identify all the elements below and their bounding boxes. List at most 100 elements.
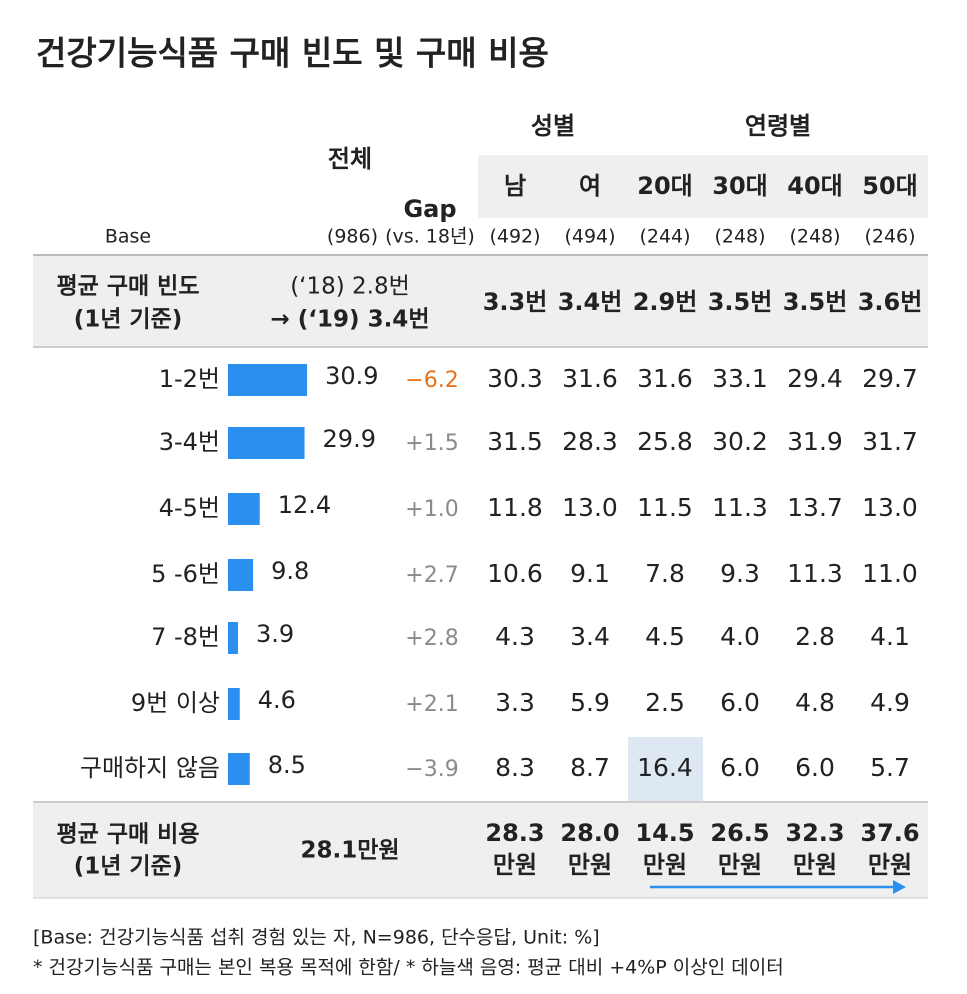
row-label: (1년 기준) — [74, 854, 183, 880]
cell: 9.3 — [720, 559, 760, 588]
row-label: 5 -6번 — [151, 560, 220, 588]
cell: 16.4 — [637, 753, 693, 782]
cost-cell: 14.5 — [635, 819, 694, 847]
cell: 13.0 — [862, 493, 918, 522]
base-n: (246) — [864, 226, 915, 248]
total-cell: (‘18) 2.8번 — [290, 274, 410, 300]
freq-cell: 3.6번 — [858, 288, 923, 316]
freq-cell: 2.9번 — [633, 288, 698, 316]
cell: 31.5 — [487, 427, 543, 456]
total-value: 8.5 — [268, 751, 306, 779]
cell: 11.8 — [487, 493, 543, 522]
total-value: 29.9 — [323, 425, 376, 453]
cell: 31.6 — [562, 364, 618, 393]
header: Gap — [403, 195, 456, 223]
cost-cell: 32.3 — [785, 819, 844, 847]
freq-cell: 3.5번 — [708, 288, 773, 316]
gap-value: −6.2 — [405, 368, 458, 393]
base-n: (248) — [789, 226, 840, 248]
bar — [228, 427, 305, 459]
cost-cell: 만원 — [718, 851, 762, 879]
cost-cell: 만원 — [793, 851, 837, 879]
cell: 4.3 — [495, 622, 535, 651]
cell: 4.9 — [870, 688, 910, 717]
base-n: (986) — [327, 226, 378, 248]
cost-cell: 28.3 — [485, 819, 544, 847]
cost-cell: 28.0 — [560, 819, 619, 847]
row-label: 평균 구매 비용 — [57, 822, 200, 848]
cost-cell: 37.6 — [860, 819, 919, 847]
cell: 6.0 — [795, 753, 835, 782]
cell: 4.8 — [795, 688, 835, 717]
header: 성별 — [531, 112, 575, 140]
cost-band — [33, 802, 928, 898]
base-n: (244) — [639, 226, 690, 248]
row-label: 7 -8번 — [151, 623, 220, 651]
total-cell: 28.1만원 — [300, 838, 399, 864]
cell: 31.7 — [862, 427, 918, 456]
row-label: 1-2번 — [159, 365, 220, 393]
total-value: 4.6 — [258, 686, 296, 714]
cell: 3.4 — [570, 622, 610, 651]
row-label: 구매하지 않음 — [80, 754, 220, 782]
total-cell: → (‘19) 3.4번 — [271, 307, 430, 333]
footnote: * 건강기능식품 구매는 본인 복용 목적에 한함/ * 하늘색 음영: 평균 … — [33, 957, 784, 979]
cell: 29.7 — [862, 364, 918, 393]
row-label: 평균 구매 빈도 — [57, 274, 200, 300]
row-label: 4-5번 — [159, 494, 220, 522]
cell: 13.7 — [787, 493, 843, 522]
cell: 28.3 — [562, 427, 618, 456]
bar — [228, 559, 254, 591]
bar — [228, 753, 250, 785]
column-header: 20대 — [637, 172, 692, 200]
cell: 29.4 — [787, 364, 843, 393]
cell: 8.3 — [495, 753, 535, 782]
gap-value: +1.5 — [405, 431, 458, 456]
freq-band — [33, 255, 928, 347]
base-n: (494) — [564, 226, 615, 248]
highlight-cell — [628, 737, 703, 802]
gap-value: +1.0 — [405, 497, 458, 522]
cell: 13.0 — [562, 493, 618, 522]
cell: 4.5 — [645, 622, 685, 651]
total-value: 3.9 — [256, 620, 294, 648]
column-header: 50대 — [862, 172, 917, 200]
header: 연령별 — [745, 112, 811, 140]
cell: 8.7 — [570, 753, 610, 782]
cell: 7.8 — [645, 559, 685, 588]
footnote: [Base: 건강기능식품 섭취 경험 있는 자, N=986, 단수응답, U… — [33, 927, 600, 949]
cell: 25.8 — [637, 427, 693, 456]
bar — [228, 688, 240, 720]
bar — [228, 622, 238, 654]
cell: 5.7 — [870, 753, 910, 782]
header-band — [478, 155, 928, 218]
cell: 9.1 — [570, 559, 610, 588]
cell: 33.1 — [712, 364, 768, 393]
total-value: 12.4 — [278, 491, 331, 519]
base-n: (492) — [489, 226, 540, 248]
cell: 6.0 — [720, 753, 760, 782]
cell: 11.0 — [862, 559, 918, 588]
row-label: 9번 이상 — [131, 689, 220, 717]
gap-value: +2.8 — [405, 626, 458, 651]
base-n: (248) — [714, 226, 765, 248]
cell: 2.8 — [795, 622, 835, 651]
title: 건강기능식품 구매 빈도 및 구매 비용 — [36, 34, 549, 73]
base-label: Base — [105, 226, 151, 248]
base-n: (vs. 18년) — [385, 226, 475, 248]
cost-cell: 만원 — [568, 851, 612, 879]
cell: 31.6 — [637, 364, 693, 393]
cost-cell: 26.5 — [710, 819, 769, 847]
cell: 11.3 — [787, 559, 843, 588]
bar — [228, 364, 308, 396]
gap-value: +2.7 — [405, 563, 458, 588]
column-header: 남 — [504, 172, 526, 200]
cell: 5.9 — [570, 688, 610, 717]
column-header: 40대 — [787, 172, 842, 200]
freq-cell: 3.5번 — [783, 288, 848, 316]
cell: 11.5 — [637, 493, 693, 522]
cell: 2.5 — [645, 688, 685, 717]
arrow-head — [893, 880, 906, 894]
total-value: 30.9 — [325, 362, 378, 390]
